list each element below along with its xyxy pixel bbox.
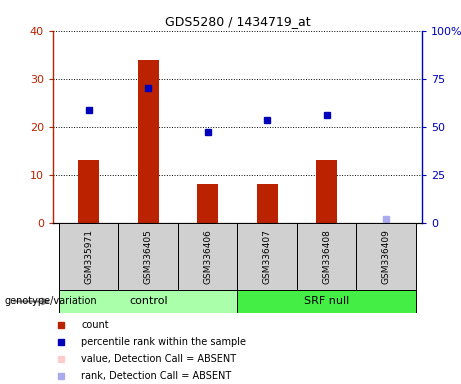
Text: GSM335971: GSM335971 — [84, 229, 93, 284]
Text: SRF null: SRF null — [304, 296, 349, 306]
Bar — [237, 223, 297, 290]
Text: rank, Detection Call = ABSENT: rank, Detection Call = ABSENT — [82, 371, 232, 381]
Text: GSM336405: GSM336405 — [144, 229, 153, 284]
Bar — [257, 184, 278, 223]
Bar — [197, 184, 218, 223]
Text: value, Detection Call = ABSENT: value, Detection Call = ABSENT — [82, 354, 236, 364]
Text: count: count — [82, 320, 109, 330]
Text: percentile rank within the sample: percentile rank within the sample — [82, 337, 247, 347]
Text: genotype/variation: genotype/variation — [5, 296, 97, 306]
Bar — [316, 161, 337, 223]
Bar — [237, 290, 416, 313]
Text: control: control — [129, 296, 167, 306]
Text: GSM336406: GSM336406 — [203, 229, 212, 284]
Bar — [138, 60, 159, 223]
Bar — [297, 223, 356, 290]
Title: GDS5280 / 1434719_at: GDS5280 / 1434719_at — [165, 15, 310, 28]
Text: GSM336408: GSM336408 — [322, 229, 331, 284]
Bar — [59, 290, 237, 313]
Bar — [356, 223, 416, 290]
Bar — [178, 223, 237, 290]
Bar — [78, 161, 99, 223]
Bar — [59, 223, 118, 290]
Bar — [118, 223, 178, 290]
Text: GSM336407: GSM336407 — [263, 229, 272, 284]
Text: GSM336409: GSM336409 — [382, 229, 390, 284]
